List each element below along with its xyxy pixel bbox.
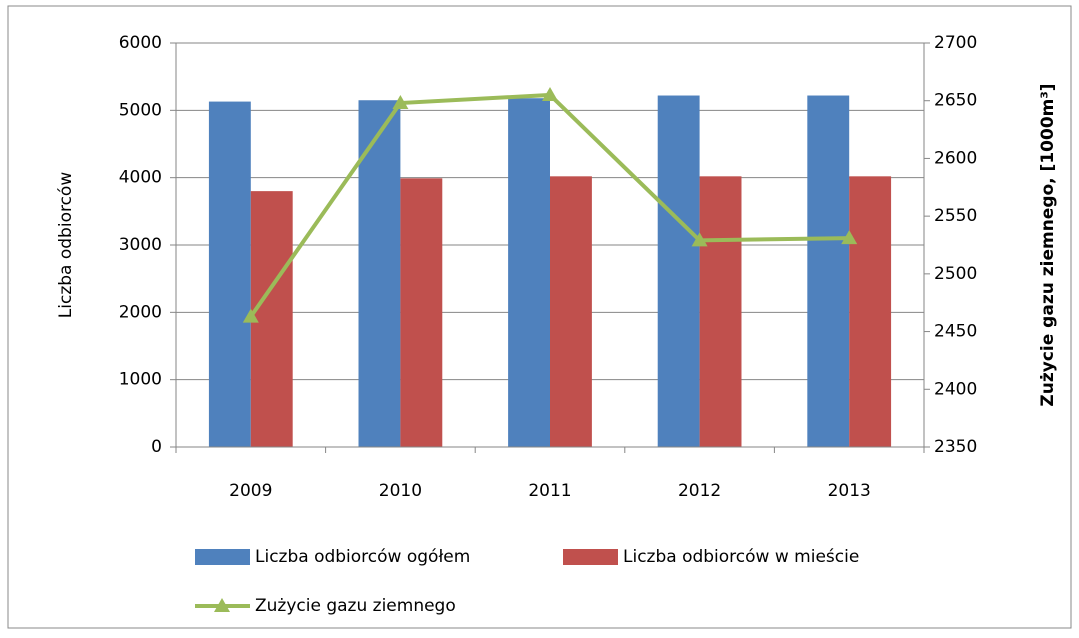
- x-tick-label: 2012: [678, 481, 721, 501]
- bar: [400, 178, 443, 447]
- x-tick-label: 2011: [528, 481, 571, 501]
- legend-swatch: [195, 549, 250, 565]
- legend-swatch: [563, 549, 618, 565]
- bar: [208, 101, 251, 447]
- y-tick-label: 3000: [119, 235, 162, 255]
- y-tick-label: 0: [151, 437, 162, 457]
- y-tick-label: 2000: [119, 302, 162, 322]
- x-tick-label: 2010: [379, 481, 422, 501]
- y2-tick-label: 2450: [934, 322, 977, 342]
- y2-axis-label: Zużycie gazu ziemnego, [1000m³]: [1038, 83, 1058, 406]
- bar: [849, 176, 892, 447]
- legend-label: Liczba odbiorców ogółem: [255, 547, 470, 567]
- line-marker: [392, 95, 409, 110]
- y-tick-label: 5000: [119, 100, 162, 120]
- bar: [508, 98, 550, 448]
- line-marker: [841, 230, 858, 245]
- line-marker: [542, 86, 558, 101]
- bar: [807, 95, 850, 448]
- legend-label: Zużycie gazu ziemnego: [255, 596, 456, 616]
- y2-tick-label: 2400: [934, 379, 977, 399]
- bar: [699, 176, 742, 447]
- y-axis-label: Liczba odbiorców: [56, 172, 76, 319]
- y2-tick-label: 2500: [934, 264, 977, 284]
- x-tick-label: 2013: [828, 481, 871, 501]
- y2-tick-label: 2600: [934, 148, 977, 168]
- y-tick-label: 1000: [119, 370, 162, 390]
- y2-tick-label: 2650: [934, 91, 977, 111]
- y2-tick-label: 2350: [934, 437, 977, 457]
- legend-marker: [214, 598, 230, 612]
- bar: [550, 176, 592, 447]
- y-tick-label: 4000: [119, 168, 162, 188]
- bar: [657, 95, 700, 448]
- legend-label: Liczba odbiorców w mieście: [623, 547, 859, 567]
- bar: [250, 191, 293, 447]
- y2-tick-label: 2700: [934, 33, 977, 53]
- y-tick-label: 6000: [119, 33, 162, 53]
- x-tick-label: 2009: [229, 481, 272, 501]
- line-marker: [242, 308, 259, 323]
- y2-tick-label: 2550: [934, 206, 977, 226]
- bar: [358, 100, 401, 447]
- line-marker: [691, 232, 708, 247]
